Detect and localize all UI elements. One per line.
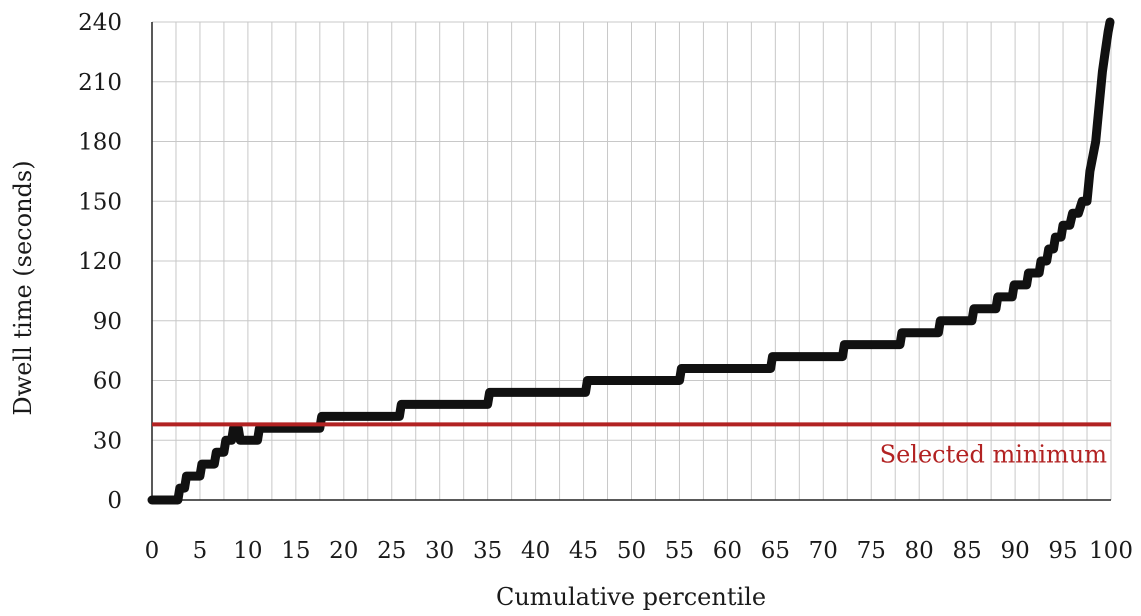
x-axis-title: Cumulative percentile	[496, 583, 766, 611]
y-tick-label: 240	[78, 10, 122, 36]
y-tick-label: 60	[93, 369, 122, 395]
x-tick-label: 100	[1089, 538, 1133, 564]
x-tick-label: 65	[761, 538, 790, 564]
y-tick-label: 0	[107, 488, 122, 514]
tick-labels: 0 5 10 15 20 25 30 35 40 45 50 55 60 65 70 75 80 85 90 95 10…	[78, 10, 1133, 564]
x-tick-label: 45	[569, 538, 598, 564]
x-tick-label: 30	[425, 538, 454, 564]
x-tick-label: 80	[905, 538, 934, 564]
x-tick-label: 50	[617, 538, 646, 564]
selected-minimum-label: Selected minimum	[880, 440, 1108, 468]
x-tick-label: 70	[809, 538, 838, 564]
series-line-0	[147, 17, 1115, 505]
x-tick-label: 75	[857, 538, 886, 564]
annotation-layer: Selected minimum	[152, 422, 1111, 468]
x-tick-label: 20	[329, 538, 358, 564]
x-tick-label: 15	[281, 538, 310, 564]
x-tick-label: 0	[145, 538, 160, 564]
x-tick-label: 5	[193, 538, 208, 564]
x-tick-label: 25	[377, 538, 406, 564]
x-tick-label: 60	[713, 538, 742, 564]
y-tick-label: 150	[78, 189, 122, 215]
y-tick-label: 210	[78, 70, 122, 96]
y-tick-label: 30	[93, 428, 122, 454]
series-layer	[147, 17, 1115, 505]
x-tick-label: 55	[665, 538, 694, 564]
y-tick-label: 90	[93, 309, 122, 335]
plot-frame	[151, 22, 1111, 501]
y-tick-label: 120	[78, 249, 122, 275]
x-tick-label: 10	[233, 538, 262, 564]
x-tick-label: 95	[1048, 538, 1077, 564]
x-tick-label: 85	[953, 538, 982, 564]
x-tick-label: 35	[473, 538, 502, 564]
y-axis-title: Dwell time (seconds)	[9, 160, 37, 415]
x-tick-label: 40	[521, 538, 550, 564]
y-tick-label: 180	[78, 130, 122, 156]
x-tick-label: 90	[1000, 538, 1029, 564]
